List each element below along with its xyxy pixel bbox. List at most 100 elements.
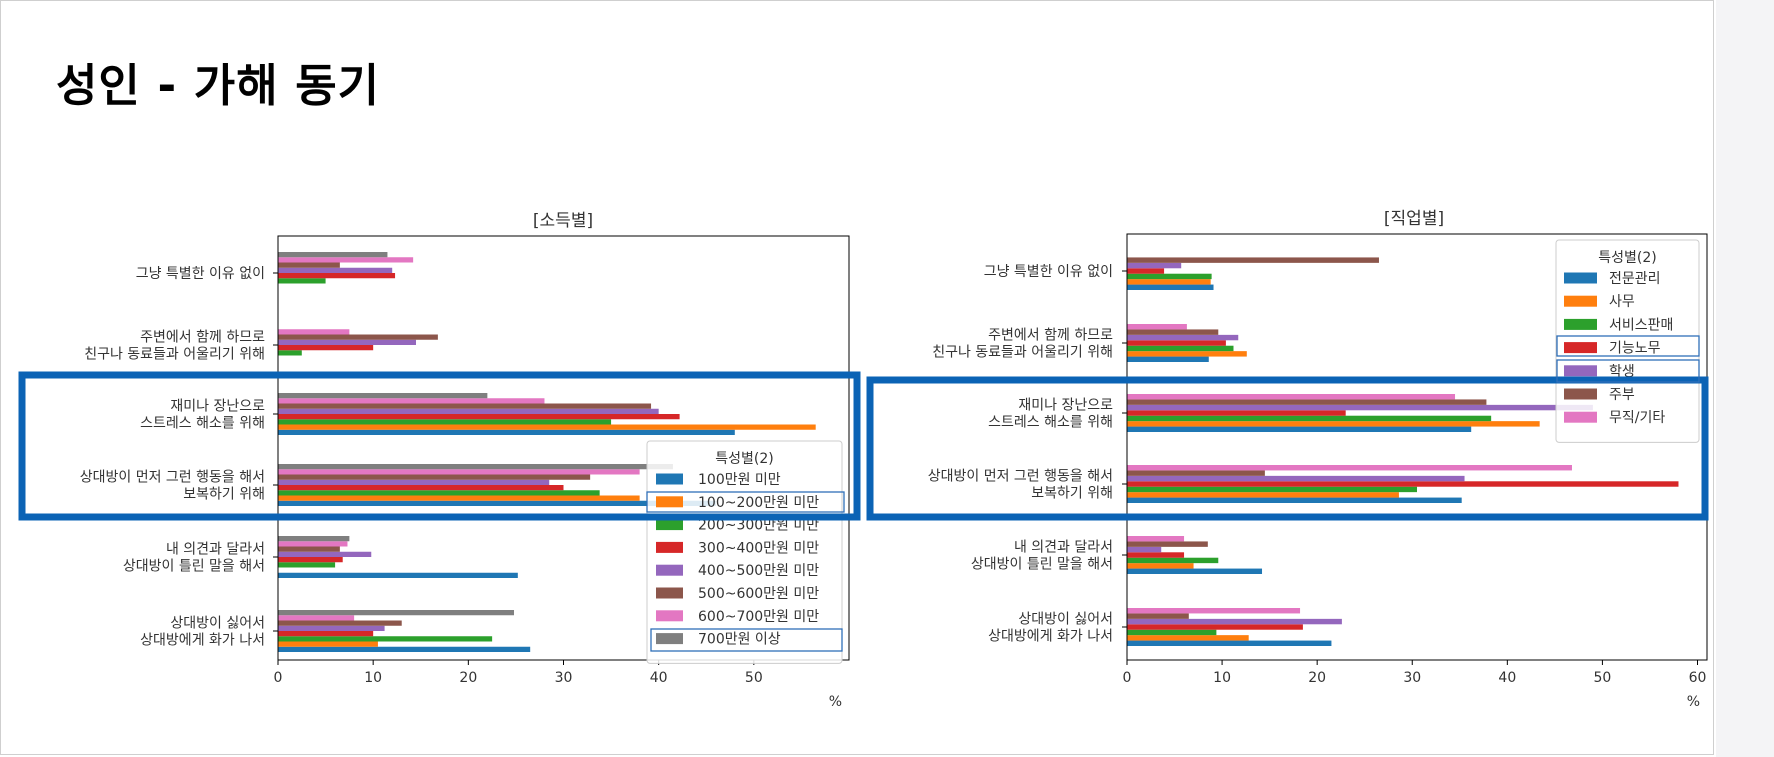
bar xyxy=(278,636,493,642)
category-label-line: 내 의견과 달라서 xyxy=(166,542,265,558)
bar xyxy=(1127,541,1208,547)
bar xyxy=(278,329,350,335)
legend-label: 400~500만원 미만 xyxy=(698,563,819,579)
bar xyxy=(278,615,355,621)
bar xyxy=(278,641,378,647)
bar xyxy=(1127,415,1492,422)
bar xyxy=(1127,640,1332,646)
bar xyxy=(278,393,488,399)
bar xyxy=(278,536,350,542)
x-axis-label: % xyxy=(1687,694,1700,710)
bar xyxy=(1127,536,1185,542)
bar xyxy=(1127,618,1342,625)
bar xyxy=(278,551,372,557)
legend-swatch xyxy=(1564,342,1597,354)
bar xyxy=(278,479,550,485)
legend-label: 100만원 미만 xyxy=(698,472,781,488)
bar xyxy=(1127,394,1456,400)
x-tick-label: 40 xyxy=(1498,670,1516,686)
bar xyxy=(1127,268,1165,274)
bar xyxy=(1127,356,1209,362)
bar xyxy=(278,485,564,491)
bar xyxy=(1127,568,1263,574)
bar xyxy=(278,273,396,279)
bar xyxy=(1127,329,1219,335)
legend-swatch xyxy=(656,610,683,622)
category-label-line: 그냥 특별한 이유 없이 xyxy=(984,264,1113,280)
bar xyxy=(1127,608,1301,614)
bar xyxy=(1127,284,1214,290)
category-label-line: 친구나 동료들과 어울리기 위해 xyxy=(84,347,265,363)
legend-label: 700만원 이상 xyxy=(698,632,781,648)
bar xyxy=(1127,465,1572,471)
bar xyxy=(278,464,673,470)
bar xyxy=(1127,470,1265,476)
x-tick-label: 60 xyxy=(1689,670,1707,686)
bar xyxy=(278,403,652,409)
bar xyxy=(1127,334,1239,341)
bar xyxy=(278,625,385,631)
legend-label: 100~200만원 미만 xyxy=(698,495,819,511)
category-label-line: 보복하기 위해 xyxy=(183,487,265,503)
x-tick-label: 0 xyxy=(1123,670,1132,686)
category-label-line: 재미나 장난으로 xyxy=(170,399,265,415)
legend-label: 300~400만원 미만 xyxy=(698,540,819,556)
legend-swatch xyxy=(656,633,683,645)
bar xyxy=(278,424,816,430)
legend-swatch xyxy=(1564,272,1597,284)
bar xyxy=(1127,345,1234,352)
legend-label: 기능노무 xyxy=(1609,341,1661,357)
category-label-line: 스트레스 해소를 위해 xyxy=(140,416,265,432)
legend-swatch xyxy=(1564,411,1597,423)
category-label: 내 의견과 달라서 상대방이 틀린 말을 해서 xyxy=(971,540,1113,573)
category-label: 그냥 특별한 이유 없이 xyxy=(984,264,1113,280)
bar xyxy=(1127,257,1379,263)
highlight-box xyxy=(866,376,1709,521)
legend-highlight-box xyxy=(1556,359,1700,383)
bar xyxy=(278,398,545,404)
bar xyxy=(278,474,591,480)
bar xyxy=(278,345,374,351)
x-tick-label: 30 xyxy=(555,670,573,686)
bar xyxy=(278,339,416,345)
category-label-line: 상대방이 틀린 말을 해서 xyxy=(123,559,265,575)
bar xyxy=(1127,635,1249,641)
bar xyxy=(278,429,735,435)
legend-box xyxy=(646,440,843,664)
bar xyxy=(278,334,438,340)
legend-label: 500~600만원 미만 xyxy=(698,586,819,602)
legend-swatch xyxy=(656,541,683,553)
category-label: 재미나 장난으로 스트레스 해소를 위해 xyxy=(988,398,1113,431)
bar xyxy=(1127,340,1226,346)
legend-label: 서비스판매 xyxy=(1609,317,1673,333)
legend-swatch xyxy=(656,496,683,508)
bar xyxy=(1127,404,1593,411)
x-tick-label: 50 xyxy=(1593,670,1611,686)
bar xyxy=(1127,492,1399,498)
chart-title: [직업별] xyxy=(1384,209,1444,229)
category-label-line: 내 의견과 달라서 xyxy=(1014,540,1113,556)
legend-swatch xyxy=(1564,295,1597,307)
x-tick-label: 20 xyxy=(1308,670,1326,686)
category-label-line: 상대방이 먼저 그런 행동을 해서 xyxy=(928,469,1113,485)
category-label: 상대방이 먼저 그런 행동을 해서 보복하기 위해 xyxy=(80,470,265,503)
x-tick-label: 40 xyxy=(650,670,668,686)
bar xyxy=(278,257,414,263)
category-label: 그냥 특별한 이유 없이 xyxy=(136,266,265,282)
category-label-line: 스트레스 해소를 위해 xyxy=(988,415,1113,431)
legend-swatch xyxy=(1564,365,1597,377)
category-label-line: 상대방에게 화가 나서 xyxy=(140,633,265,649)
x-axis-label: % xyxy=(829,694,842,710)
bar xyxy=(1127,624,1303,630)
category-label: 상대방이 먼저 그런 행동을 해서 보복하기 위해 xyxy=(928,469,1113,502)
legend-label: 학생 xyxy=(1609,364,1635,380)
bar xyxy=(278,495,640,501)
legend-label: 주부 xyxy=(1609,387,1635,403)
category-label-line: 친구나 동료들과 어울리기 위해 xyxy=(932,345,1113,361)
legend-highlight-box xyxy=(650,628,843,652)
legend-highlight-box xyxy=(646,491,845,513)
bar xyxy=(278,350,302,356)
bar xyxy=(278,610,515,616)
highlight-box xyxy=(18,371,861,521)
